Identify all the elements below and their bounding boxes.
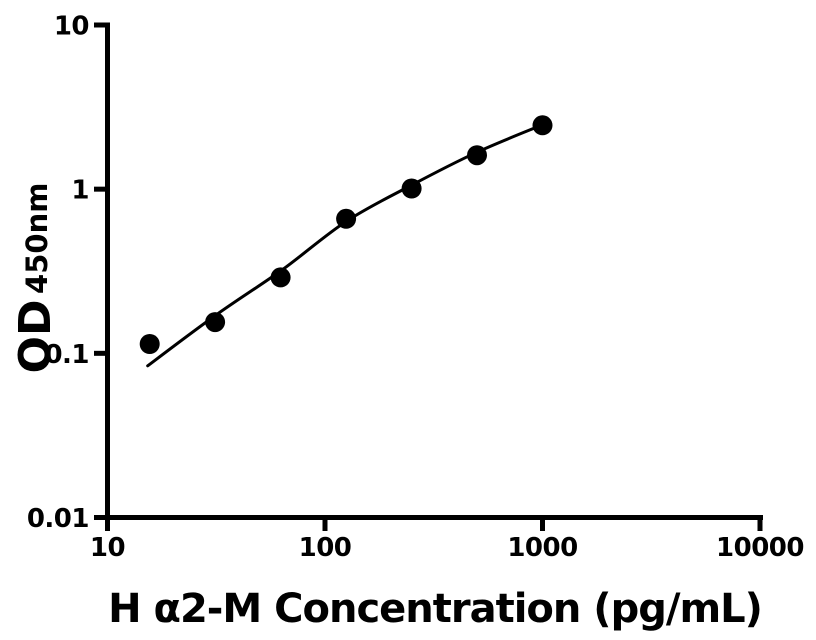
axes: 10 100 1000 10000 10 1 0.1 0.01 bbox=[27, 11, 805, 563]
y-axis-title-main: OD bbox=[10, 300, 61, 374]
x-axis-title: H α2-M Concentration (pg/mL) bbox=[108, 586, 762, 632]
data-point bbox=[401, 178, 422, 199]
data-point bbox=[270, 267, 291, 288]
y-tick-label: 1 bbox=[71, 176, 89, 206]
chart-content bbox=[139, 115, 553, 368]
y-axis-title: OD 450nm bbox=[10, 183, 61, 374]
x-tick-label: 10 bbox=[90, 533, 125, 563]
y-tick-label: 0.01 bbox=[27, 504, 89, 534]
data-point bbox=[139, 334, 160, 354]
y-tick-label: 10 bbox=[54, 11, 89, 41]
x-tick-label: 10000 bbox=[716, 533, 804, 563]
x-tick-label: 1000 bbox=[507, 533, 577, 563]
y-tick-label: 0.1 bbox=[44, 340, 89, 370]
x-tick-label: 100 bbox=[299, 533, 352, 563]
data-point bbox=[205, 312, 226, 333]
y-axis-title-subscript: 450nm bbox=[20, 183, 54, 294]
y-axis-ticks: 10 1 0.1 0.01 bbox=[27, 11, 108, 534]
data-point bbox=[336, 208, 357, 229]
x-axis-ticks: 10 100 1000 10000 bbox=[90, 517, 804, 563]
data-point bbox=[532, 115, 553, 136]
data-point bbox=[467, 145, 487, 166]
